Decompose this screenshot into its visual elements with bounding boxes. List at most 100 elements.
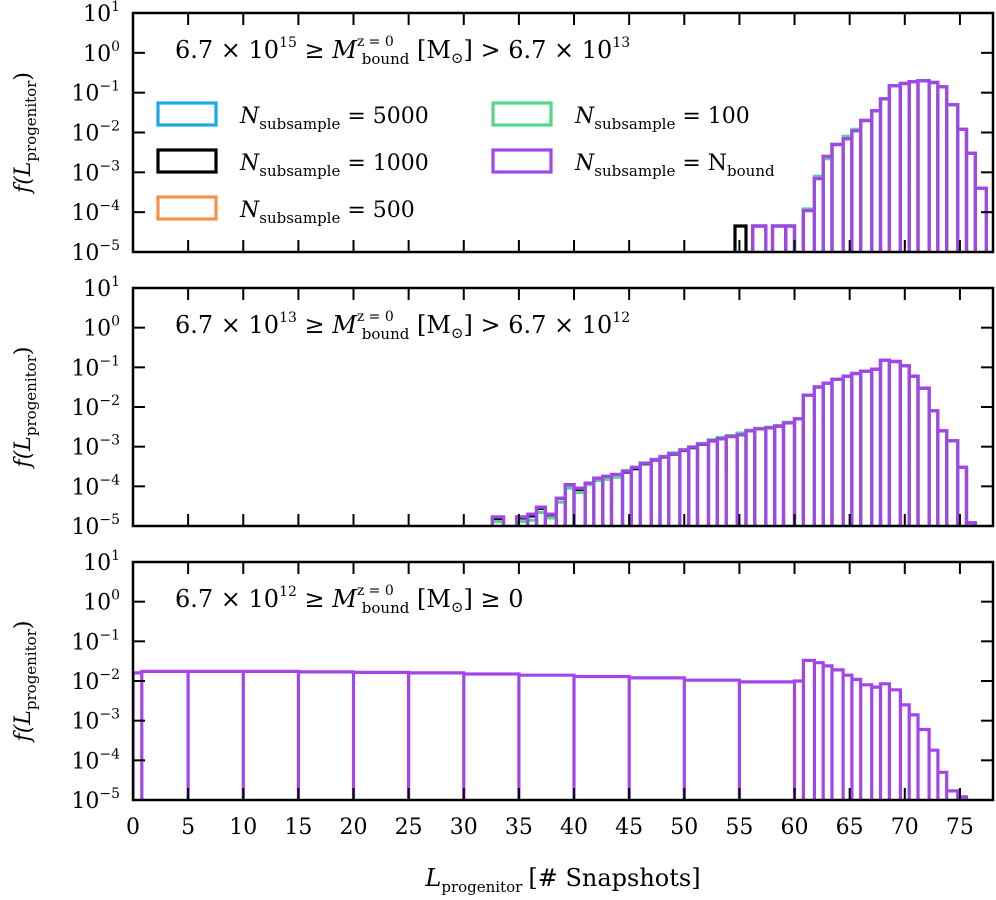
- legend-entry: Nsubsample = 100: [491, 101, 750, 133]
- title-sym: M: [331, 311, 358, 339]
- y-tick-label: 101: [83, 548, 120, 576]
- y-tick-label: 10−3: [71, 433, 120, 461]
- y-tick-label-exp: 0: [111, 588, 120, 604]
- title-unit-close: ]: [464, 36, 473, 64]
- panel-title: 6.7 × 1015 ≥ Mz = 0 bound [M⊙] > 6.7 × 10…: [175, 34, 630, 68]
- x-tick-label: 75: [946, 815, 974, 840]
- y-tick-label: 10−4: [71, 472, 120, 500]
- y-tick-label-base: 10: [71, 710, 99, 735]
- legend-text-subscript: bound: [727, 162, 775, 180]
- legend-text: = 100: [675, 104, 749, 129]
- legend-entry: Nsubsample = 5000: [156, 101, 429, 133]
- y-tick-label: 101: [83, 274, 120, 302]
- y-tick-label-base: 10: [71, 161, 99, 186]
- y-tick-label-base: 10: [83, 42, 111, 67]
- title-lhs: 6.7 × 10: [175, 36, 279, 64]
- y-label-prefix: f(: [11, 450, 36, 469]
- y-tick-label-exp: −5: [99, 238, 120, 254]
- legend-symbol: N: [239, 198, 260, 223]
- y-tick-label-base: 10: [71, 630, 99, 655]
- y-tick-label-base: 10: [71, 475, 99, 500]
- title-sym-sup: z = 0: [357, 583, 394, 599]
- title-unit: [M: [409, 585, 451, 613]
- legend-label: Nsubsample = 500: [239, 198, 415, 227]
- x-tick-label: 50: [670, 815, 698, 840]
- y-tick-label-base: 10: [71, 789, 99, 814]
- y-tick-label: 10−5: [71, 786, 120, 814]
- legend-subscript: subsample: [259, 209, 340, 227]
- panel-title: 6.7 × 1012 ≥ Mz = 0 bound [M⊙] ≥ 0: [175, 583, 524, 617]
- y-tick-label: 10−1: [71, 627, 120, 655]
- y-tick-label: 100: [83, 39, 120, 67]
- y-tick-label: 10−1: [71, 79, 120, 107]
- legend-entry: Nsubsample = Nbound: [491, 148, 775, 180]
- y-tick-label-exp: 1: [111, 548, 120, 564]
- x-tick-label: 5: [181, 815, 195, 840]
- y-label-symbol: L: [11, 710, 36, 726]
- legend-text: = 500: [340, 198, 414, 223]
- y-tick-label-exp: 1: [111, 0, 120, 15]
- y-label-symbol: L: [11, 162, 36, 178]
- legend-text: = N: [675, 151, 727, 176]
- legend-symbol: N: [574, 104, 595, 129]
- y-label-symbol: L: [11, 436, 36, 452]
- x-tick-label: 25: [395, 815, 423, 840]
- series-n-subsample-n-bound-step: [490, 358, 977, 526]
- x-tick-label: 65: [836, 815, 864, 840]
- x-axis-label: Lprogenitor [# Snapshots]: [424, 864, 700, 896]
- y-label-subscript: progenitor: [22, 628, 40, 710]
- y-tick-label-base: 10: [71, 356, 99, 381]
- y-label-suffix: ): [11, 621, 36, 630]
- title-rel2: >: [473, 311, 508, 339]
- y-tick-label: 10−2: [71, 393, 120, 421]
- title-rel1: ≥: [297, 585, 332, 613]
- x-tick-label: 20: [340, 815, 368, 840]
- x-tick-label: 15: [284, 815, 312, 840]
- legend-subscript: subsample: [259, 115, 340, 133]
- x-tick-label: 70: [891, 815, 919, 840]
- y-tick-label-exp: −3: [99, 433, 120, 449]
- title-sym-sub: bound: [362, 50, 410, 68]
- title-lhs: 6.7 × 10: [175, 311, 279, 339]
- series-group: [733, 79, 988, 252]
- x-tick-label: 45: [615, 815, 643, 840]
- title-sym: M: [331, 36, 358, 64]
- legend-text: = 5000: [340, 104, 428, 129]
- y-tick-label-exp: −2: [99, 119, 120, 135]
- title-rel1: ≥: [297, 311, 332, 339]
- y-tick-label-exp: −3: [99, 707, 120, 723]
- x-label-subscript: progenitor: [441, 878, 523, 896]
- series-n-subsample-n-bound-step: [133, 658, 969, 800]
- title-unit: [M: [409, 36, 451, 64]
- title-lhs-exp: 13: [279, 310, 297, 326]
- y-tick-label: 100: [83, 588, 120, 616]
- x-tick-label: 55: [725, 815, 753, 840]
- legend-subscript: subsample: [594, 115, 675, 133]
- y-tick-label-base: 10: [71, 396, 99, 421]
- y-tick-label-exp: −5: [99, 512, 120, 528]
- title-rhs: 6.7 × 10: [508, 311, 612, 339]
- x-label-symbol: L: [424, 864, 441, 892]
- y-label-subscript: progenitor: [22, 80, 40, 162]
- legend-entry: Nsubsample = 500: [156, 195, 415, 227]
- legend-text: = 1000: [340, 151, 428, 176]
- legend-label: Nsubsample = 100: [574, 104, 750, 133]
- title-sym-sub: bound: [362, 325, 410, 343]
- panel-title: 6.7 × 1013 ≥ Mz = 0 bound [M⊙] > 6.7 × 10…: [175, 309, 630, 343]
- y-tick-label-base: 10: [71, 749, 99, 774]
- panel-2: 10−510−410−310−210−1100101f(Lprogenitor)…: [11, 274, 995, 540]
- y-tick-label-base: 10: [71, 515, 99, 540]
- y-tick-label-base: 10: [83, 317, 111, 342]
- y-tick-label: 10−2: [71, 667, 120, 695]
- y-tick-label-exp: 0: [111, 39, 120, 55]
- y-tick-label-base: 10: [71, 122, 99, 147]
- y-tick-label-exp: −1: [99, 627, 120, 643]
- title-unit-sub: ⊙: [451, 49, 464, 67]
- panel-1: 10−510−410−310−210−1100101f(Lprogenitor)…: [11, 0, 995, 266]
- title-lhs: 6.7 × 10: [175, 585, 279, 613]
- x-tick-label: 10: [229, 815, 257, 840]
- legend-swatch: [491, 148, 553, 174]
- y-tick-label: 101: [83, 0, 120, 27]
- y-tick-label-exp: −4: [99, 746, 120, 762]
- x-tick-label: 35: [505, 815, 533, 840]
